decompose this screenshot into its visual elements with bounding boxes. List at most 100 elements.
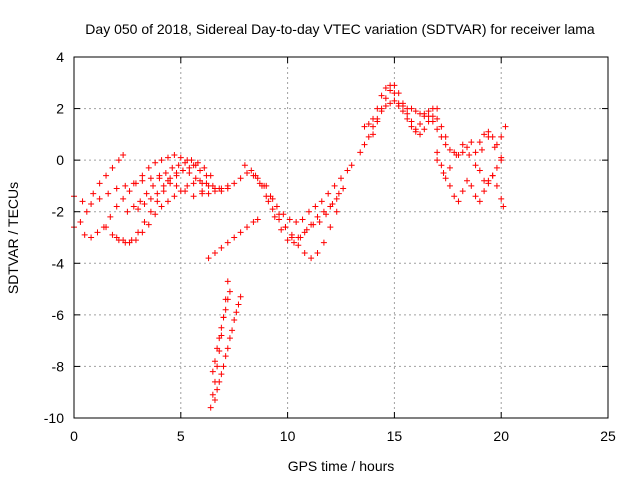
data-point — [493, 182, 500, 189]
data-point — [408, 118, 415, 125]
data-point — [158, 157, 165, 164]
data-point — [105, 190, 112, 197]
data-point — [231, 180, 238, 187]
data-point — [417, 131, 424, 138]
series-arc-22 — [476, 154, 505, 187]
data-point — [382, 84, 389, 91]
data-point — [269, 195, 276, 202]
data-point — [139, 172, 146, 179]
data-point — [175, 162, 182, 169]
series-arc-11 — [263, 182, 340, 262]
data-point — [310, 221, 317, 228]
data-point — [154, 198, 161, 205]
data-point — [164, 154, 171, 161]
data-point — [145, 164, 152, 171]
data-point — [442, 133, 449, 140]
data-point — [177, 188, 184, 195]
data-point — [442, 141, 449, 148]
data-point — [81, 231, 88, 238]
data-point — [286, 216, 293, 223]
y-tick-label: -10 — [44, 410, 64, 426]
chart-title: Day 050 of 2018, Sidereal Day-to-day VTE… — [85, 21, 595, 37]
data-point — [205, 255, 212, 262]
data-point — [130, 203, 137, 210]
data-point — [340, 185, 347, 192]
data-point — [194, 159, 201, 166]
series-arc-20 — [434, 133, 505, 177]
data-point — [135, 206, 142, 213]
data-point — [314, 213, 321, 220]
data-point — [391, 97, 398, 104]
x-tick-label: 0 — [70, 428, 78, 444]
data-point — [113, 234, 120, 241]
data-point — [132, 180, 139, 187]
data-point — [408, 105, 415, 112]
data-point — [421, 113, 428, 120]
data-point — [231, 234, 238, 241]
data-point — [451, 193, 458, 200]
data-point — [344, 167, 351, 174]
data-point — [139, 229, 146, 236]
data-point — [404, 115, 411, 122]
data-point — [370, 123, 377, 130]
data-point — [188, 157, 195, 164]
series-arc-17 — [361, 82, 449, 140]
data-point — [224, 345, 231, 352]
data-point — [472, 193, 479, 200]
data-point — [498, 133, 505, 140]
data-point — [348, 162, 355, 169]
data-point — [323, 211, 330, 218]
data-point — [316, 219, 323, 226]
data-point — [244, 170, 251, 177]
data-point — [453, 151, 460, 158]
data-point — [167, 175, 174, 182]
data-point — [335, 190, 342, 197]
data-point — [303, 226, 310, 233]
data-point — [378, 105, 385, 112]
data-point — [250, 219, 257, 226]
data-point — [96, 195, 103, 202]
data-point — [476, 198, 483, 205]
data-point — [404, 110, 411, 117]
data-point — [485, 128, 492, 135]
data-point — [154, 190, 161, 197]
data-point — [493, 164, 500, 171]
data-point — [88, 234, 95, 241]
data-point — [122, 182, 129, 189]
data-point — [218, 371, 225, 378]
data-point — [126, 188, 133, 195]
data-point — [186, 164, 193, 171]
series-arc-12 — [205, 216, 261, 262]
data-point — [147, 195, 154, 202]
data-point — [333, 195, 340, 202]
data-point — [77, 219, 84, 226]
data-point — [378, 92, 385, 99]
data-point — [120, 237, 127, 244]
y-tick-label: -6 — [52, 307, 65, 323]
data-point — [143, 190, 150, 197]
data-point — [231, 317, 238, 324]
data-point — [365, 133, 372, 140]
data-point — [502, 123, 509, 130]
data-point — [464, 144, 471, 151]
series-arc-1 — [71, 151, 127, 231]
data-point — [137, 198, 144, 205]
y-tick-label: 2 — [56, 101, 64, 117]
data-point — [327, 224, 334, 231]
data-point — [103, 172, 110, 179]
x-tick-label: 15 — [387, 428, 403, 444]
data-point — [107, 213, 114, 220]
series-arc-8 — [199, 170, 347, 241]
data-point — [214, 345, 221, 352]
data-point — [297, 234, 304, 241]
data-point — [273, 203, 280, 210]
data-point — [211, 358, 218, 365]
data-point — [455, 198, 462, 205]
data-point — [205, 190, 212, 197]
data-point — [271, 213, 278, 220]
data-point — [481, 131, 488, 138]
data-point — [113, 203, 120, 210]
data-point — [244, 224, 251, 231]
data-point — [361, 141, 368, 148]
